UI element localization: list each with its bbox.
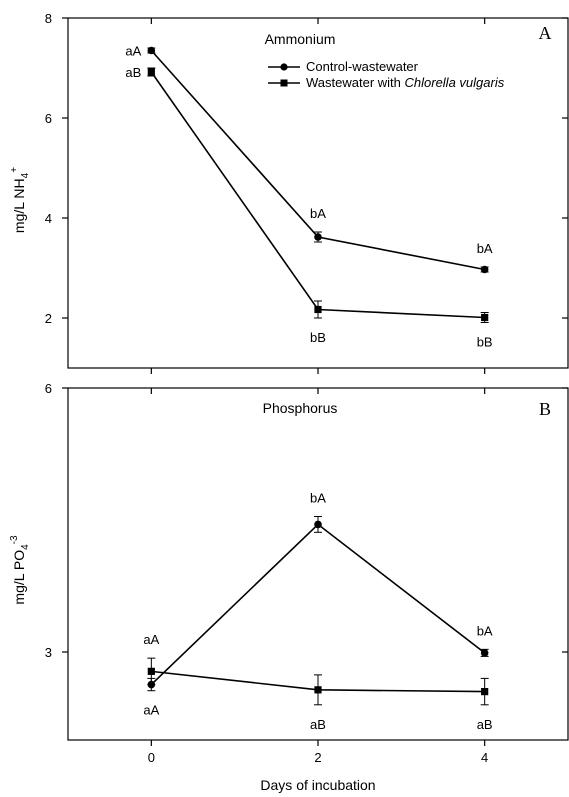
legend-label-control: Control-wastewater bbox=[306, 59, 419, 74]
significance-label: aB bbox=[125, 65, 141, 80]
panel-a-ylabel: mg/L NH4+ bbox=[9, 167, 31, 233]
x-tick-label: 4 bbox=[481, 750, 488, 765]
significance-label: bB bbox=[477, 335, 493, 350]
panel-a-ammonium: Ammonium A mg/L NH4+ Control-wastewater … bbox=[9, 17, 569, 369]
significance-label: aA bbox=[125, 44, 141, 59]
data-point-control bbox=[147, 46, 156, 55]
data-point-chlorella bbox=[481, 688, 489, 696]
panel-a-title: Ammonium bbox=[265, 31, 336, 47]
data-point-chlorella bbox=[314, 305, 322, 314]
series-line-chlorella bbox=[150, 71, 485, 319]
panel-a-letter: A bbox=[539, 23, 552, 43]
significance-label: bB bbox=[310, 330, 326, 345]
significance-label: aB bbox=[477, 717, 493, 732]
y-tick-label: 2 bbox=[45, 311, 52, 326]
panel-a-plot: 2 4 6 8 aA bA bA aB bB bB bbox=[45, 11, 568, 374]
x-axis-label: Days of incubation bbox=[260, 777, 375, 793]
legend-marker-chlorella bbox=[280, 79, 288, 87]
legend-marker-control bbox=[280, 63, 288, 71]
panel-b-ylabel: mg/L PO4-3 bbox=[9, 535, 31, 605]
panel-b-plot: 3 6 0 2 4 aA bA bA aA aB aB bbox=[45, 381, 568, 765]
series-line-control bbox=[150, 523, 486, 686]
data-point-chlorella bbox=[481, 313, 489, 322]
data-point-control bbox=[314, 520, 322, 529]
significance-label: bA bbox=[310, 490, 326, 505]
data-point-control bbox=[480, 265, 489, 274]
data-point-chlorella bbox=[314, 686, 322, 694]
significance-label: bA bbox=[477, 623, 493, 638]
y-tick-label: 8 bbox=[45, 11, 52, 26]
significance-label: aB bbox=[310, 717, 326, 732]
significance-label: bA bbox=[310, 206, 326, 221]
panel-b-letter: B bbox=[539, 399, 551, 419]
x-tick-label: 2 bbox=[314, 750, 321, 765]
y-tick-label: 4 bbox=[45, 211, 52, 226]
y-tick-label: 6 bbox=[45, 381, 52, 396]
data-point-control bbox=[314, 233, 322, 241]
y-tick-label: 6 bbox=[45, 111, 52, 126]
significance-label: aA bbox=[143, 632, 159, 647]
panel-a-legend: Control-wastewater Wastewater with Chlor… bbox=[268, 59, 505, 90]
panel-b-phosphorus: Phosphorus B mg/L PO4-3 bbox=[9, 387, 569, 741]
x-tick-label: 0 bbox=[148, 750, 155, 765]
data-point-chlorella bbox=[147, 68, 155, 76]
significance-label: bA bbox=[477, 241, 493, 256]
data-point-chlorella bbox=[147, 667, 155, 675]
data-point-control bbox=[480, 649, 489, 657]
legend-label-chlorella: Wastewater with Chlorella vulgaris bbox=[306, 75, 505, 90]
significance-label: aA bbox=[143, 703, 159, 718]
y-tick-label: 3 bbox=[45, 645, 52, 660]
panel-b-title: Phosphorus bbox=[263, 400, 338, 416]
